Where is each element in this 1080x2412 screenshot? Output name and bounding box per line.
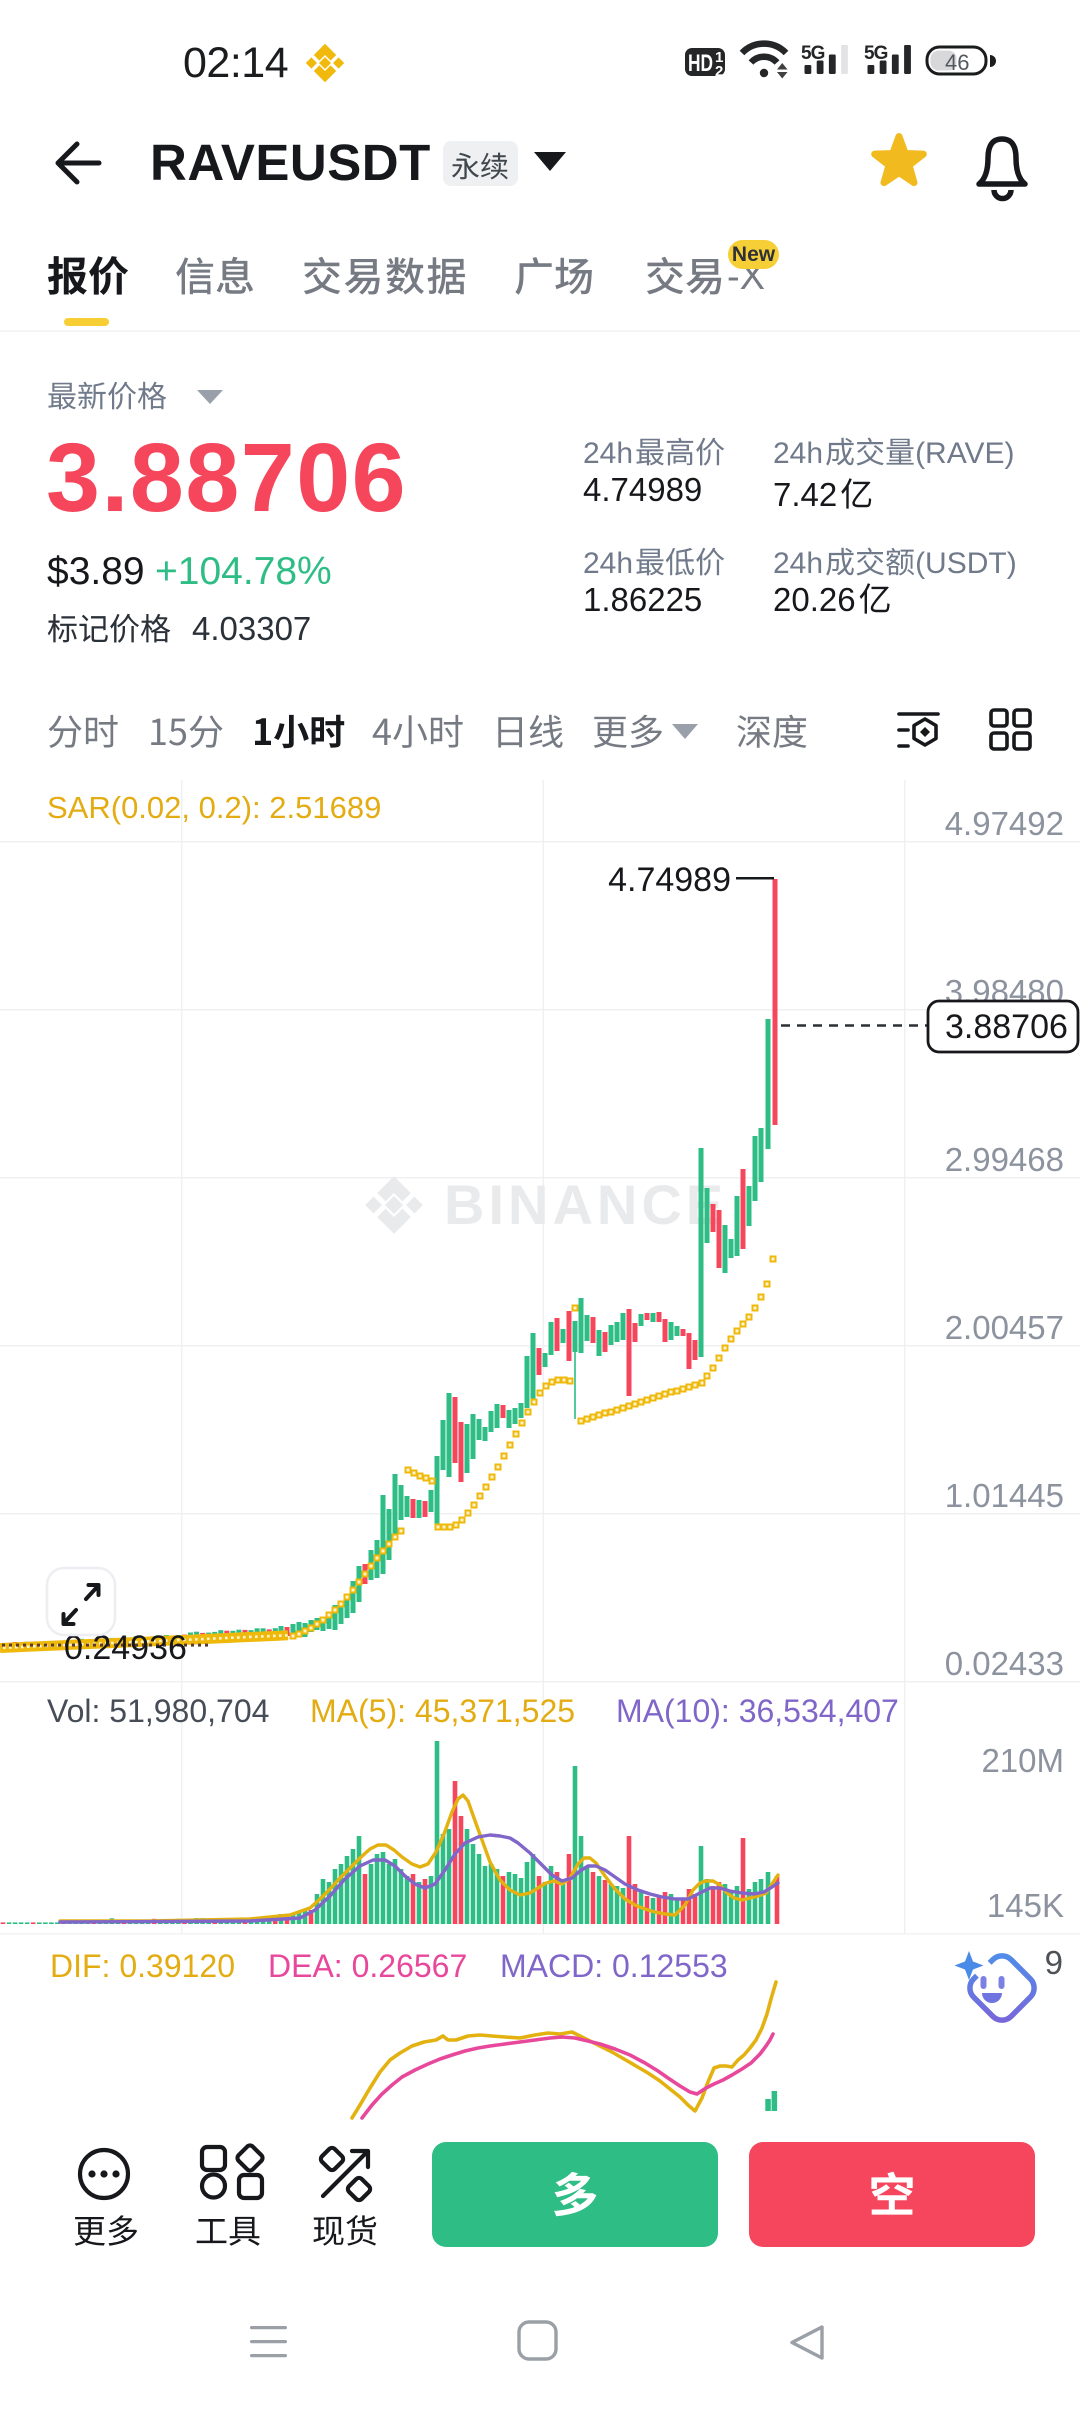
svg-text:24h: 24h (583, 437, 633, 470)
svg-text:46: 46 (945, 50, 969, 75)
svg-text:2: 2 (715, 63, 723, 80)
svg-text:BINANCE: BINANCE (444, 1173, 727, 1236)
svg-text:1.01445: 1.01445 (945, 1477, 1064, 1514)
svg-text:9: 9 (1045, 1944, 1063, 1981)
svg-text:210M: 210M (981, 1742, 1064, 1779)
svg-text:4.74989: 4.74989 (583, 471, 702, 508)
svg-text:DEA: 0.26567: DEA: 0.26567 (268, 1948, 467, 1984)
svg-text:24h: 24h (583, 547, 633, 580)
svg-text:2.00457: 2.00457 (945, 1309, 1064, 1346)
svg-text:2.99468: 2.99468 (945, 1141, 1064, 1178)
svg-text:MA(5): 45,371,525: MA(5): 45,371,525 (310, 1693, 575, 1729)
svg-text:51,980,704: 51,980,704 (109, 1693, 269, 1729)
svg-text:RAVEUSDT: RAVEUSDT (150, 134, 431, 191)
svg-text:$3.89: $3.89 (47, 550, 145, 593)
svg-text:5G: 5G (864, 43, 888, 64)
svg-text:New: New (732, 243, 776, 266)
svg-text:1: 1 (715, 49, 723, 66)
svg-text:0.02433: 0.02433 (945, 1645, 1064, 1682)
svg-text:Vol:: Vol: (47, 1693, 100, 1729)
svg-text:20.26: 20.26 (773, 581, 856, 618)
svg-text:SAR(0.02, 0.2): 2.51689: SAR(0.02, 0.2): 2.51689 (47, 790, 381, 825)
svg-text:02:14: 02:14 (183, 39, 288, 87)
svg-text:MA(10): 36,534,407: MA(10): 36,534,407 (616, 1693, 899, 1729)
svg-text:3.88706: 3.88706 (945, 1008, 1068, 1046)
svg-text:HD: HD (688, 50, 713, 77)
svg-text:24h: 24h (773, 547, 823, 580)
svg-text:DIF: 0.39120: DIF: 0.39120 (50, 1948, 235, 1984)
svg-text:4.97492: 4.97492 (945, 805, 1064, 842)
svg-text:4.03307: 4.03307 (192, 610, 311, 647)
svg-text:7.42: 7.42 (773, 476, 837, 513)
svg-text:3.88706: 3.88706 (46, 423, 407, 532)
svg-text:(RAVE): (RAVE) (915, 437, 1014, 470)
svg-text:24h: 24h (773, 437, 823, 470)
svg-text:5G: 5G (801, 43, 825, 64)
svg-text:1.86225: 1.86225 (583, 581, 702, 618)
svg-text:+104.78%: +104.78% (155, 550, 332, 593)
svg-text:(USDT): (USDT) (915, 547, 1017, 580)
svg-text:MACD: 0.12553: MACD: 0.12553 (500, 1948, 728, 1984)
svg-text:4.74989: 4.74989 (608, 861, 731, 899)
svg-text:145K: 145K (987, 1887, 1064, 1924)
